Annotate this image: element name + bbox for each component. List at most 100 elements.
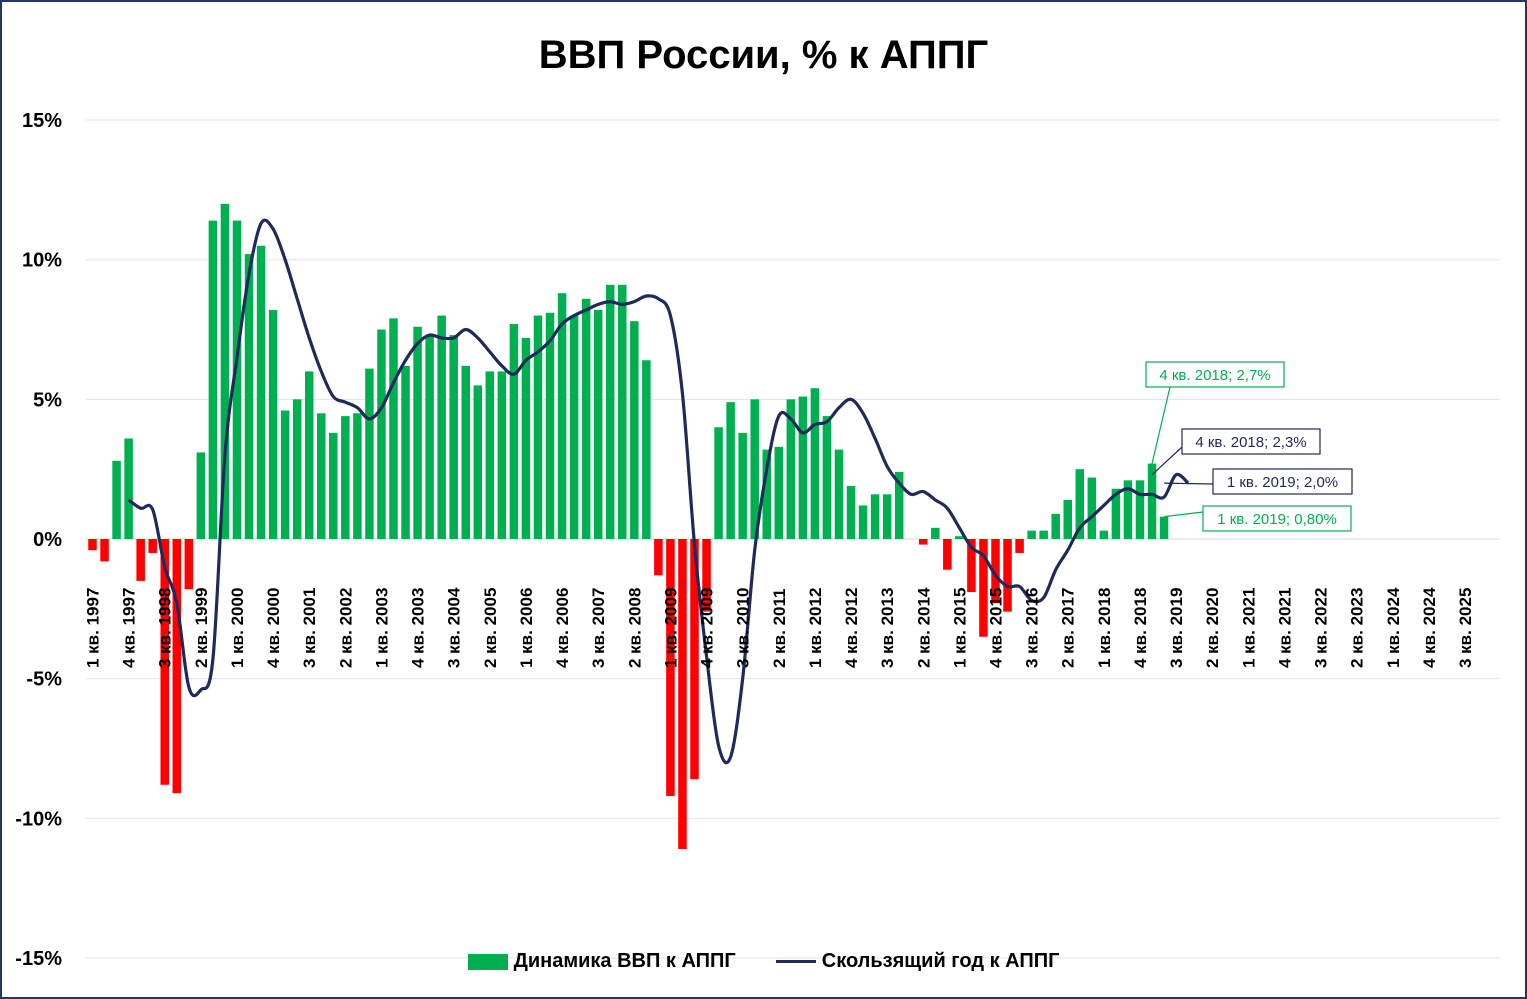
bar <box>268 309 278 539</box>
bar <box>1075 469 1085 539</box>
x-tick-label: 4 кв. 2024 <box>1420 587 1439 668</box>
y-tick-label: 15% <box>22 110 62 132</box>
bar <box>1015 539 1024 553</box>
x-tick-label: 4 кв. 2009 <box>698 588 717 668</box>
bar <box>931 527 940 539</box>
x-tick-label: 2 кв. 2020 <box>1203 588 1222 668</box>
bar <box>1087 477 1097 539</box>
bar <box>666 539 675 796</box>
line-series <box>127 218 1190 765</box>
bar <box>365 368 374 539</box>
bar <box>822 416 832 539</box>
x-tick-label: 1 кв. 1997 <box>84 588 103 668</box>
x-tick-label: 1 кв. 2000 <box>228 588 247 668</box>
x-tick-label: 2 кв. 2017 <box>1059 588 1078 668</box>
y-tick-label: -5% <box>26 669 62 691</box>
bar <box>280 410 290 539</box>
bar <box>425 335 434 539</box>
annotation-leader <box>1151 446 1183 476</box>
x-tick-label: 3 кв. 2022 <box>1312 588 1331 668</box>
x-tick-label: 2 кв. 2002 <box>336 588 355 668</box>
bar <box>461 365 470 539</box>
bar <box>389 318 398 539</box>
x-axis: 1 кв. 1997 4 кв. 1997 3 кв. 1998 2 кв. 1999… <box>84 587 1476 668</box>
bar <box>172 539 182 794</box>
x-tick-label: 2 кв. 2011 <box>770 589 789 668</box>
y-tick-label: 0% <box>33 529 62 551</box>
bar <box>678 539 687 850</box>
bar <box>654 539 663 576</box>
x-tick-label: 2 кв. 2008 <box>625 588 644 668</box>
bar <box>353 413 362 539</box>
annotation-box <box>1202 505 1352 532</box>
x-tick-label: 1 кв. 2021 <box>1239 588 1258 668</box>
bar <box>292 399 302 539</box>
bar <box>762 449 771 539</box>
bar <box>834 449 844 539</box>
x-tick-label: 3 кв. 2010 <box>734 588 753 668</box>
annotation-label: 1 кв. 2019; 2,0% <box>1227 474 1338 491</box>
bar <box>100 539 109 562</box>
bar <box>738 432 747 539</box>
bar <box>148 539 157 553</box>
y-axis: 15% 10% 5% 0% -5% -10% -15% <box>15 110 62 970</box>
x-tick-label: 3 кв. 2001 <box>300 588 319 668</box>
bar <box>786 399 796 539</box>
y-tick-label: -10% <box>15 808 62 830</box>
y-tick-label: 5% <box>33 389 62 411</box>
bar <box>341 416 350 539</box>
bar <box>955 536 964 539</box>
bar <box>642 360 651 539</box>
x-tick-label: 4 кв. 2006 <box>553 588 572 668</box>
bar <box>317 413 326 539</box>
bar <box>437 315 446 539</box>
x-tick-label: 4 кв. 2003 <box>409 588 428 668</box>
x-tick-label: 3 кв. 2004 <box>445 587 464 668</box>
x-tick-label: 2 кв. 2023 <box>1348 588 1367 668</box>
bar <box>714 427 723 539</box>
bar <box>521 337 531 539</box>
x-tick-label: 1 кв. 2018 <box>1095 588 1114 668</box>
bar <box>1123 480 1133 539</box>
legend: Динамика ВВП к АППГ Скользящий год к АПП… <box>0 950 1527 973</box>
legend-swatch-bars <box>467 953 508 970</box>
bar-series <box>88 203 1169 850</box>
bar <box>1147 463 1157 539</box>
bar <box>160 539 169 785</box>
x-tick-label: 1 кв. 2024 <box>1384 587 1403 668</box>
y-tick-label: 10% <box>22 250 62 272</box>
x-tick-label: 2 кв. 1999 <box>192 588 211 668</box>
bar <box>497 371 507 539</box>
bar <box>593 309 603 539</box>
x-tick-label: 4 кв. 2018 <box>1131 588 1150 668</box>
legend-item-line[interactable]: Скользящий год к АППГ <box>775 950 1059 973</box>
bar <box>750 399 759 539</box>
x-tick-label: 4 кв. 2000 <box>264 588 283 668</box>
annotation-label: 4 кв. 2018; 2,7% <box>1159 367 1270 384</box>
bar <box>943 539 952 570</box>
legend-item-bars[interactable]: Динамика ВВП к АППГ <box>467 950 736 973</box>
bar <box>798 396 808 539</box>
bar <box>1135 480 1145 539</box>
bar <box>690 539 699 780</box>
annotation-leader <box>1151 386 1171 464</box>
bar <box>630 321 639 539</box>
annotation-leader <box>1163 511 1204 518</box>
bar <box>1039 530 1048 539</box>
annotation-leader <box>1164 482 1214 485</box>
bar <box>870 494 880 539</box>
bar <box>1111 488 1121 539</box>
x-tick-label: 2 кв. 2014 <box>914 587 933 668</box>
bar <box>1063 499 1072 539</box>
bar <box>304 371 314 539</box>
bar <box>449 335 458 539</box>
x-tick-label: 1 кв. 2015 <box>950 588 969 668</box>
bar <box>112 460 121 539</box>
annotation-box <box>1212 468 1353 495</box>
annotation-label: 1 кв. 2019; 0,80% <box>1217 511 1337 528</box>
bar <box>184 539 194 590</box>
bar <box>220 203 230 539</box>
bar <box>581 298 591 539</box>
legend-swatch-line <box>775 960 816 963</box>
bar <box>605 284 615 539</box>
